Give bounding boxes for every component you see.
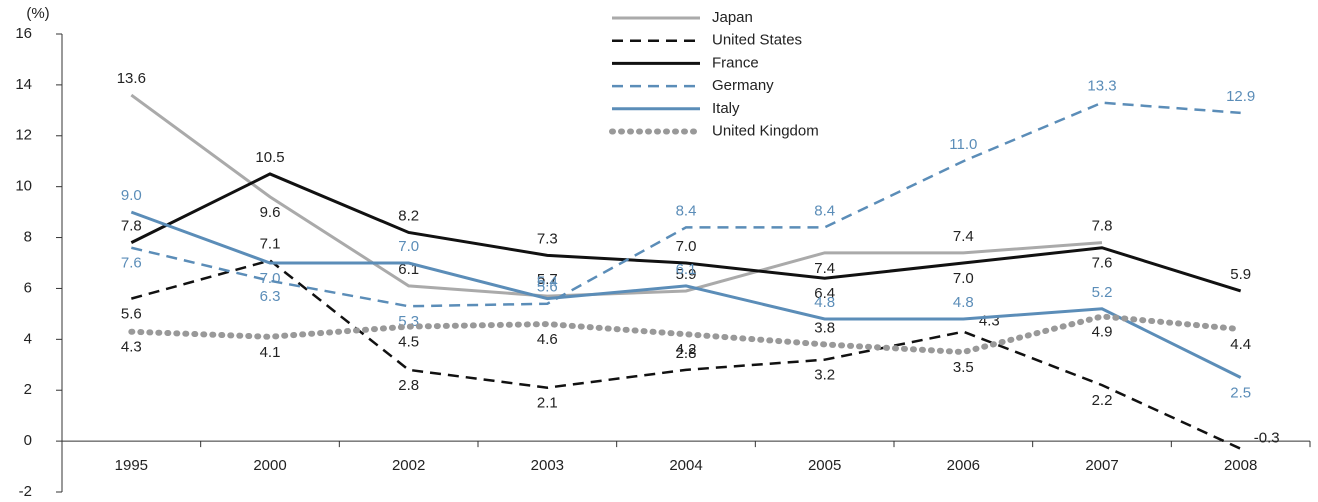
data-label: 6.1	[676, 261, 697, 278]
data-label: 2.5	[1230, 384, 1251, 401]
data-label: 7.0	[398, 238, 419, 255]
data-label: 4.8	[814, 294, 835, 311]
data-label: 2.8	[676, 345, 697, 362]
data-label: 4.6	[537, 331, 558, 348]
data-label: 4.5	[398, 334, 419, 351]
series-line	[130, 172, 1242, 293]
x-tick-label: 2005	[808, 457, 841, 474]
x-tick-label: 2000	[253, 457, 286, 474]
data-label: 5.7	[537, 271, 558, 288]
data-label: 4.9	[1092, 323, 1113, 340]
data-label: 7.1	[260, 235, 281, 252]
legend-label: France	[712, 54, 759, 71]
x-tick-label: 2007	[1085, 457, 1118, 474]
x-tick-label: 2008	[1224, 457, 1257, 474]
data-label: 5.6	[121, 306, 142, 323]
data-label: 13.6	[117, 70, 146, 87]
data-label: 7.0	[260, 270, 281, 287]
data-label: 7.4	[814, 260, 835, 277]
data-label: 9.6	[260, 204, 281, 221]
data-label: 8.4	[676, 202, 697, 219]
data-label: 5.6	[537, 279, 558, 296]
y-tick-label: 12	[15, 127, 32, 144]
y-tick-label: 4	[24, 330, 32, 347]
series-line	[131, 259, 1242, 450]
data-label: 4.3	[121, 339, 142, 356]
data-label: 7.8	[121, 218, 142, 235]
x-tick-label: 2006	[947, 457, 980, 474]
y-tick-label: 10	[15, 178, 32, 195]
y-tick-label: 8	[24, 229, 32, 246]
data-label: 3.8	[814, 319, 835, 336]
legend-label: Germany	[712, 77, 774, 94]
data-label: 7.6	[121, 255, 142, 272]
x-tick-label: 2004	[669, 457, 702, 474]
x-tick-label: 2002	[392, 457, 425, 474]
series-line	[131, 101, 1241, 308]
data-label: 8.4	[814, 202, 835, 219]
data-label: 8.2	[398, 207, 419, 224]
data-label: 7.6	[1092, 255, 1113, 272]
legend-label: Japan	[712, 9, 753, 26]
y-unit: (%)	[26, 5, 49, 22]
legend-label: United Kingdom	[712, 122, 819, 139]
data-label: 7.0	[953, 270, 974, 287]
series-line	[128, 313, 1244, 356]
data-label: 13.3	[1087, 78, 1116, 95]
data-label: 4.8	[953, 294, 974, 311]
data-label: 5.9	[1230, 266, 1251, 283]
data-label: 5.4	[537, 274, 558, 291]
data-label: 3.2	[814, 367, 835, 384]
data-label: 5.2	[1092, 284, 1113, 301]
data-label: 4.2	[676, 341, 697, 358]
data-label: 6.3	[260, 288, 281, 305]
data-label: 12.9	[1226, 88, 1255, 105]
data-label: 2.1	[537, 395, 558, 412]
y-tick-label: 14	[15, 76, 32, 93]
data-label: 2.8	[398, 377, 419, 394]
legend-label: Italy	[712, 100, 740, 117]
data-label: 9.0	[121, 187, 142, 204]
data-label: 2.2	[1092, 392, 1113, 409]
data-label: 4.4	[1230, 336, 1251, 353]
x-tick-label: 2003	[531, 457, 564, 474]
data-label: 6.4	[814, 285, 835, 302]
data-label: 5.9	[676, 266, 697, 283]
data-label: -0.3	[1254, 430, 1280, 447]
data-label: 7.4	[953, 228, 974, 245]
data-label: 10.5	[255, 149, 284, 166]
data-label: 7.3	[537, 230, 558, 247]
y-tick-label: 16	[15, 25, 32, 42]
data-label: 4.1	[260, 344, 281, 361]
y-tick-label: 2	[24, 381, 32, 398]
y-tick-label: 6	[24, 279, 32, 296]
series-line	[130, 210, 1242, 379]
x-tick-label: 1995	[115, 457, 148, 474]
legend-label: United States	[712, 32, 802, 49]
data-label: 3.5	[953, 359, 974, 376]
data-label: 11.0	[949, 136, 977, 153]
data-label: 7.8	[1092, 218, 1113, 235]
y-tick-label: 0	[24, 432, 32, 449]
y-tick-label: -2	[19, 483, 32, 500]
data-label: 7.0	[676, 238, 697, 255]
